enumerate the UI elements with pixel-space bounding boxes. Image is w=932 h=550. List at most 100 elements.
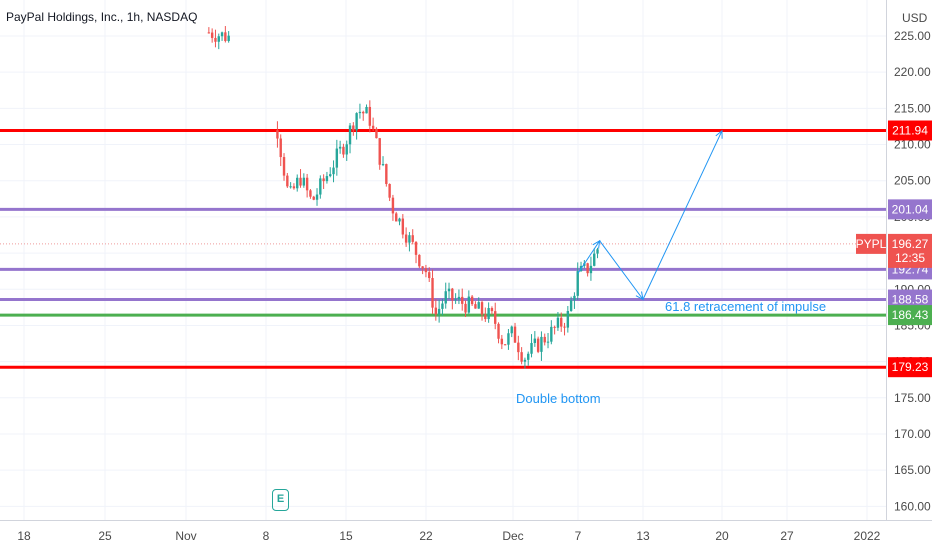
candle-body: [418, 254, 421, 267]
level-price-tag-label: 211.94: [892, 124, 928, 138]
candle-body: [279, 138, 282, 158]
candle-body: [520, 352, 523, 362]
candle-body: [289, 186, 292, 188]
candle-body: [411, 235, 414, 242]
price-tick-label: 210.00: [894, 138, 931, 152]
candle-body: [332, 167, 335, 175]
candle-body: [282, 157, 286, 176]
candle-body: [414, 241, 418, 255]
candle-body: [451, 288, 454, 301]
candle-body: [589, 265, 593, 274]
candle-body: [302, 177, 306, 186]
candle-body: [484, 314, 487, 320]
level-price-tag-label: 201.04: [892, 202, 929, 216]
candle-body: [474, 304, 477, 309]
price-tick-label: 205.00: [894, 174, 931, 188]
double-bottom-label[interactable]: Double bottom: [516, 391, 601, 406]
level-price-tag[interactable]: [888, 199, 932, 220]
candle-body: [494, 311, 497, 324]
candle-body: [312, 196, 315, 200]
date-tick-label: Nov: [175, 529, 196, 543]
level-price-tag-label: 188.58: [892, 293, 929, 307]
candle-body: [342, 146, 345, 155]
date-tick-label: 25: [98, 529, 112, 543]
candle-body: [358, 111, 362, 114]
price-tick-label: 165.00: [894, 463, 931, 477]
candle-body: [593, 253, 596, 266]
candle-body: [381, 164, 385, 166]
candle-body: [309, 190, 312, 197]
level-price-tag[interactable]: [888, 305, 932, 326]
date-tick-label: 27: [780, 529, 794, 543]
date-tick-label: 18: [17, 529, 31, 543]
level-price-tag[interactable]: [888, 289, 932, 310]
symbol-tag-label: PYPL: [856, 237, 887, 251]
candle-body: [207, 32, 211, 34]
candle-body: [576, 271, 579, 296]
projection-arrowhead: [715, 129, 723, 139]
price-tick-label: 215.00: [894, 101, 931, 115]
candle-body: [543, 336, 546, 343]
candle-body: [546, 341, 550, 343]
last-price-tag[interactable]: [888, 233, 932, 268]
candle-body: [490, 308, 494, 312]
price-tick-label: 220.00: [894, 65, 931, 79]
candle-body: [408, 235, 411, 243]
level-price-tag[interactable]: [888, 357, 932, 378]
candle-body: [355, 113, 358, 131]
candle-body: [464, 303, 467, 313]
candle-body: [510, 326, 513, 334]
candle-body: [586, 263, 589, 274]
candle-body: [454, 299, 457, 301]
candle-body: [224, 32, 227, 42]
candle-body: [569, 300, 573, 311]
symbol-tag[interactable]: [856, 233, 886, 254]
candle-body: [391, 197, 395, 214]
candle-body: [371, 125, 375, 129]
candle-body: [437, 308, 441, 315]
candle-body: [477, 302, 480, 309]
candle-body: [220, 32, 224, 37]
date-tick-label: 2022: [854, 529, 881, 543]
candle-body: [398, 218, 401, 222]
projection-path[interactable]: [577, 130, 723, 301]
candle-body: [596, 249, 599, 254]
candle-body: [530, 343, 533, 354]
candle-body: [299, 177, 302, 186]
candle-body: [421, 266, 424, 269]
candle-body: [553, 326, 556, 328]
candle-body: [533, 338, 537, 344]
candle-body: [227, 35, 230, 42]
retracement-label[interactable]: 61.8 retracement of impulse: [665, 299, 826, 314]
candle-body: [404, 234, 408, 243]
level-price-tag-label: 179.23: [892, 360, 929, 374]
level-price-tag[interactable]: [888, 120, 932, 141]
candle-body: [348, 125, 352, 145]
candle-body: [457, 296, 461, 300]
candle-body: [563, 326, 566, 328]
date-tick-label: 20: [715, 529, 729, 543]
candle-body: [338, 146, 342, 149]
candle-body: [286, 175, 289, 187]
date-tick-label: 15: [339, 529, 353, 543]
candle-body: [560, 317, 563, 327]
candle-body: [523, 359, 527, 362]
symbol-title: PayPal Holdings, Inc., 1h, NASDAQ: [6, 10, 198, 24]
earnings-icon[interactable]: E: [272, 489, 289, 511]
candle-body: [401, 218, 405, 235]
date-tick-label: Dec: [502, 529, 523, 543]
bar-countdown-label: 12:35: [895, 251, 925, 265]
price-tick-label: 225.00: [894, 29, 931, 43]
candle-body: [276, 130, 279, 139]
date-tick-label: 13: [636, 529, 650, 543]
candle-body: [447, 288, 451, 292]
candle-body: [480, 302, 484, 315]
date-tick-label: 8: [263, 529, 270, 543]
candle-body: [428, 272, 431, 279]
candle-body: [513, 326, 517, 343]
candle-body: [368, 106, 372, 126]
last-price-label: 196.27: [892, 237, 929, 251]
candle-body: [210, 32, 214, 38]
